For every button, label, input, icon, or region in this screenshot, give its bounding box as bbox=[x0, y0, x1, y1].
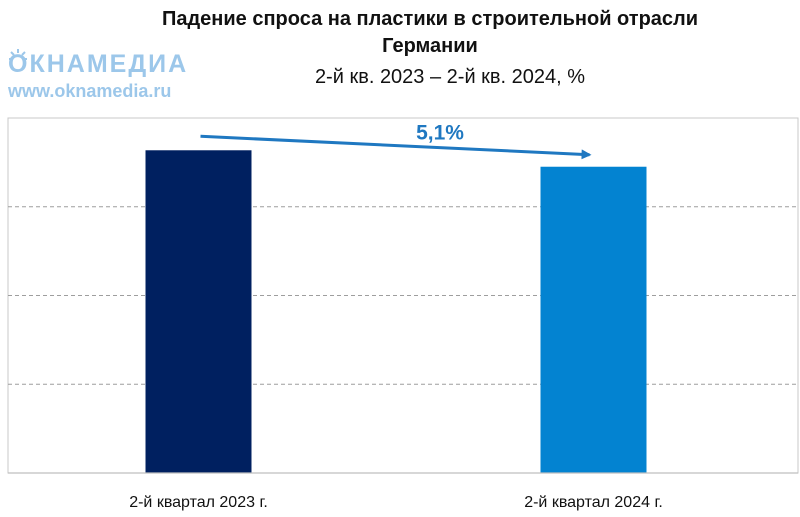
change-label: 5,1% bbox=[416, 122, 464, 145]
x-tick-label: 2-й квартал 2024 г. bbox=[524, 494, 663, 511]
chart-title-line-2: Германии bbox=[382, 35, 478, 57]
bar-2 bbox=[540, 166, 647, 473]
chart-title-line-1: Падение спроса на пластики в строительно… bbox=[161, 8, 699, 30]
watermark-logo: ОКНАМЕДИА bbox=[8, 50, 189, 78]
bar-1 bbox=[145, 150, 252, 474]
bars bbox=[145, 150, 647, 474]
x-tick-label: 2-й квартал 2023 г. bbox=[129, 494, 268, 511]
chart-subtitle: 2-й кв. 2023 – 2-й кв. 2024, % bbox=[314, 66, 586, 88]
sun-icon bbox=[9, 49, 27, 60]
x-axis-labels: 2-й квартал 2023 г. 2-й квартал 2024 г. bbox=[129, 494, 663, 511]
watermark-url: www.oknamedia.ru bbox=[8, 81, 172, 101]
gridlines bbox=[8, 206, 798, 385]
change-arrow bbox=[200, 134, 592, 160]
